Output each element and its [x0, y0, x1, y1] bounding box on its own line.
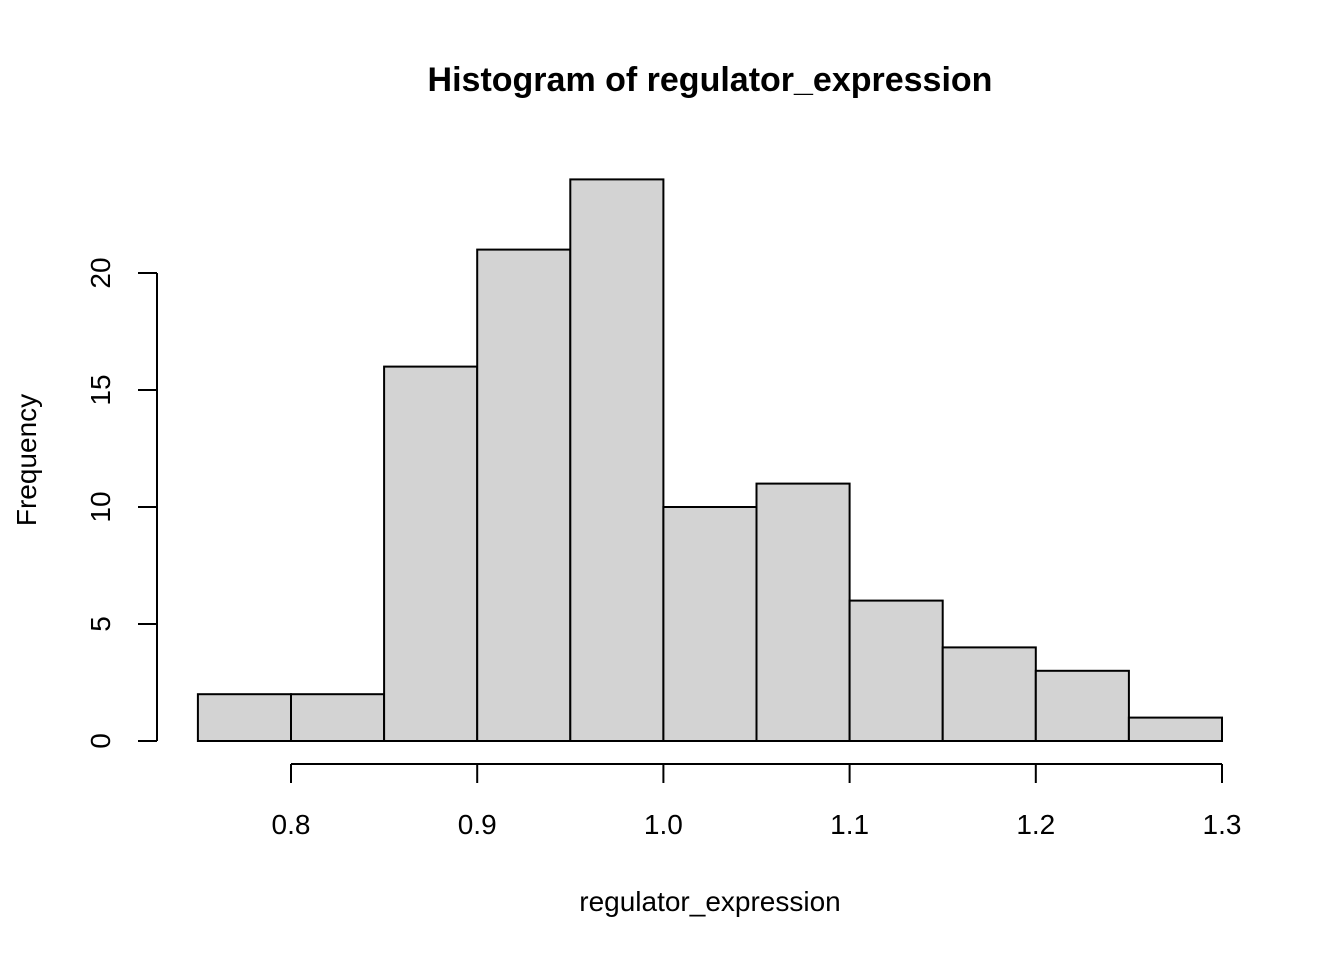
histogram-bar: [1034, 669, 1130, 742]
x-tick-label: 0.9: [458, 809, 497, 840]
histogram-bar: [755, 482, 851, 742]
histogram-bar: [476, 248, 572, 742]
x-tick-label: 1.1: [830, 809, 869, 840]
histogram-bar: [290, 693, 386, 743]
y-axis: 0 5 10 15 20: [85, 257, 158, 749]
chart-title: Histogram of regulator_expression: [428, 61, 993, 99]
histogram-bars: [196, 178, 1224, 743]
x-tick-label: 0.8: [272, 809, 311, 840]
histogram-bar: [1127, 716, 1224, 742]
x-tick-label: 1.0: [644, 809, 683, 840]
y-tick-label: 0: [85, 733, 116, 749]
y-tick-label: 5: [85, 616, 116, 632]
y-axis-label: Frequency: [11, 394, 42, 526]
x-axis-label: regulator_expression: [579, 886, 841, 917]
y-tick-label: 15: [85, 374, 116, 405]
x-tick-label: 1.3: [1203, 809, 1242, 840]
x-tick-label: 1.2: [1016, 809, 1055, 840]
histogram-bar: [662, 506, 758, 742]
y-tick-label: 10: [85, 491, 116, 522]
x-axis: 0.8 0.9 1.0 1.1 1.2 1.3: [272, 763, 1242, 840]
histogram-bar: [383, 365, 479, 742]
histogram-bar: [848, 599, 944, 742]
histogram-bar: [196, 693, 292, 743]
histogram-bar: [941, 646, 1037, 743]
y-tick-label: 20: [85, 257, 116, 288]
histogram-bar: [569, 178, 665, 742]
